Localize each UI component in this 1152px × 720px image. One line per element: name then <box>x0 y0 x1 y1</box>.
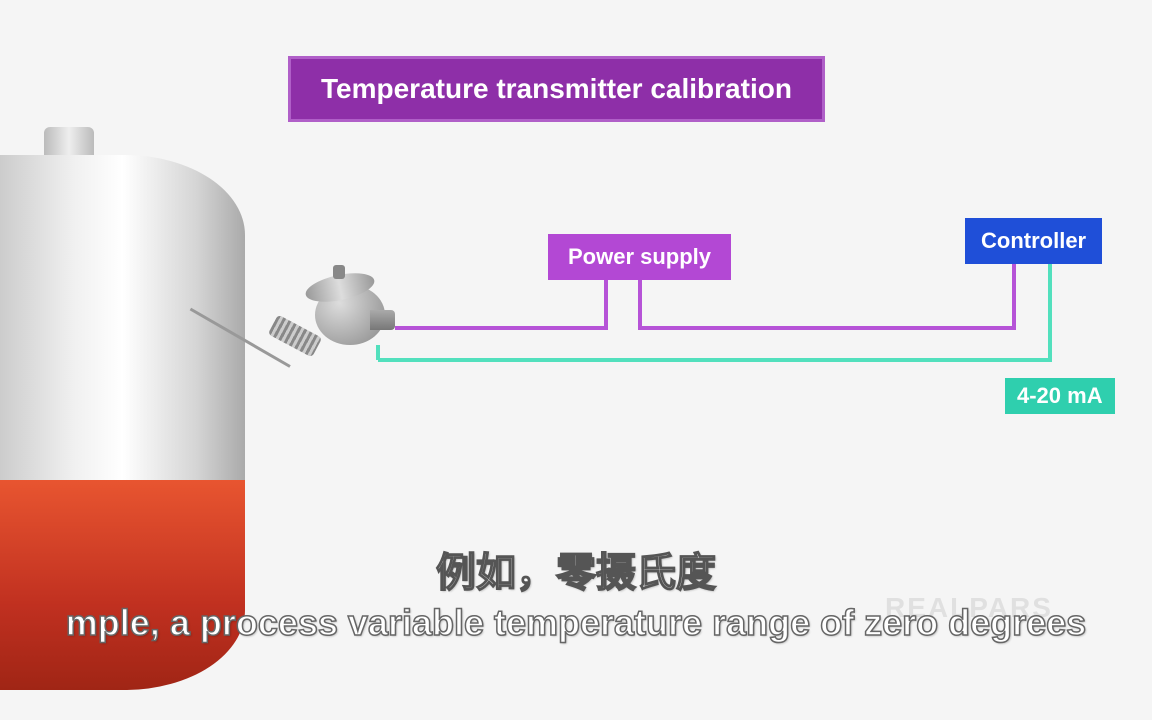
power-supply-label: Power supply <box>548 234 731 280</box>
sensor-output-port <box>370 310 395 330</box>
diagram-title: Temperature transmitter calibration <box>288 56 825 122</box>
tank-liquid <box>0 480 245 690</box>
subtitle-english: mple, a process variable temperature ran… <box>66 602 1086 644</box>
controller-label: Controller <box>965 218 1102 264</box>
subtitle-chinese: 例如，零摄氏度 <box>436 540 716 598</box>
temperature-transmitter <box>175 270 405 410</box>
signal-label: 4-20 mA <box>1005 378 1115 414</box>
